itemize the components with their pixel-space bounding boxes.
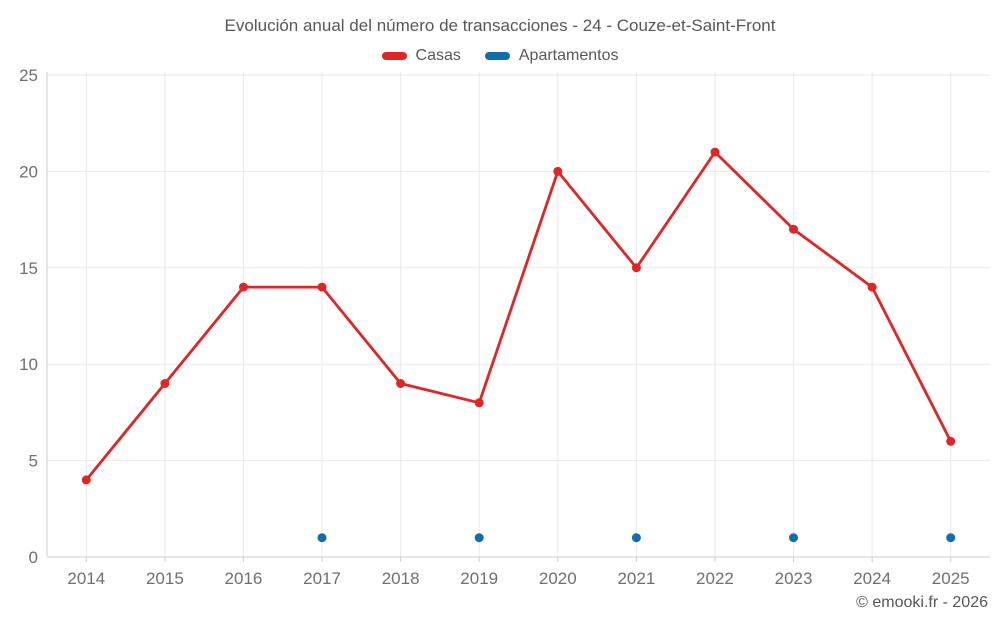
x-axis-label: 2019 xyxy=(460,569,498,588)
copyright: © emooki.fr - 2026 xyxy=(856,594,988,611)
y-axis-label: 5 xyxy=(29,452,38,471)
x-axis-label: 2014 xyxy=(67,569,105,588)
x-axis-label: 2023 xyxy=(775,569,813,588)
chart-title: Evolución anual del número de transaccio… xyxy=(224,16,776,35)
y-axis-label: 15 xyxy=(19,259,38,278)
apartamentos-legend-swatch xyxy=(484,52,510,60)
y-axis-label: 10 xyxy=(19,355,38,374)
casas-point[interactable] xyxy=(239,282,248,292)
x-axis-label: 2021 xyxy=(617,569,655,588)
y-axis-label: 0 xyxy=(29,548,38,567)
legend-item-apartamentos[interactable]: Apartamentos xyxy=(484,46,619,66)
casas-point[interactable] xyxy=(474,398,484,408)
apartamentos-legend-label: Apartamentos xyxy=(518,47,619,64)
legend: Casas Apartamentos xyxy=(0,46,1000,66)
y-axis-label: 25 xyxy=(19,66,38,85)
apartamentos-point[interactable] xyxy=(474,533,484,543)
casas-legend-label: Casas xyxy=(415,47,461,64)
casas-point[interactable] xyxy=(946,436,956,446)
y-axis-label: 20 xyxy=(19,162,38,181)
x-axis-label: 2018 xyxy=(382,569,420,588)
casas-legend-swatch xyxy=(381,52,407,60)
casas-point[interactable] xyxy=(867,282,877,292)
casas-point[interactable] xyxy=(553,166,563,176)
apartamentos-point[interactable] xyxy=(317,533,327,543)
x-axis-label: 2022 xyxy=(696,569,734,588)
casas-point[interactable] xyxy=(789,224,798,234)
x-axis-label: 2016 xyxy=(225,569,263,588)
apartamentos-point[interactable] xyxy=(946,533,956,543)
x-axis-label: 2015 xyxy=(146,569,184,588)
legend-item-casas[interactable]: Casas xyxy=(381,46,461,66)
apartamentos-point[interactable] xyxy=(789,533,798,543)
x-axis-label: 2020 xyxy=(539,569,577,588)
x-axis-label: 2025 xyxy=(932,569,970,588)
casas-point[interactable] xyxy=(160,379,170,388)
x-axis-label: 2017 xyxy=(303,569,341,588)
casas-point[interactable] xyxy=(631,263,641,273)
casas-point[interactable] xyxy=(710,147,720,157)
casas-point[interactable] xyxy=(317,282,327,292)
casas-point[interactable] xyxy=(81,475,91,485)
x-axis-label: 2024 xyxy=(853,569,891,588)
apartamentos-point[interactable] xyxy=(631,533,641,543)
casas-line xyxy=(84,150,953,482)
casas-point[interactable] xyxy=(396,379,406,388)
